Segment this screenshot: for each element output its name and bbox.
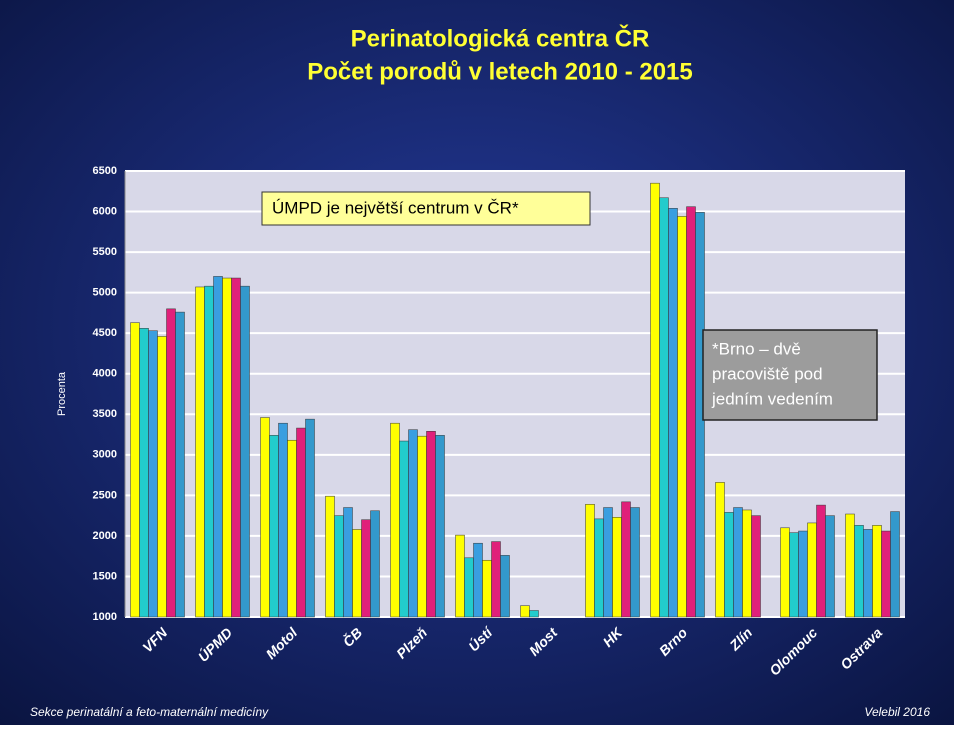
bar	[269, 435, 279, 618]
y-tick-label: 3000	[93, 449, 117, 461]
bar	[585, 504, 595, 618]
y-tick-label: 2500	[93, 489, 117, 501]
y-tick-label: 1500	[93, 570, 117, 582]
y-tick-label: 1000	[93, 611, 117, 623]
bar	[352, 529, 362, 618]
y-tick-label: 5500	[93, 246, 117, 258]
bar	[715, 482, 725, 618]
bar	[845, 513, 855, 618]
bar	[408, 429, 418, 618]
bar	[260, 417, 270, 618]
y-tick-label: 3500	[93, 408, 117, 420]
annotation-box	[702, 329, 878, 421]
bar	[455, 534, 465, 618]
bar	[325, 495, 335, 618]
bar	[175, 311, 185, 618]
bar	[780, 527, 790, 618]
chart-title: Perinatologická centra ČR	[351, 24, 650, 52]
y-tick-label: 6500	[93, 165, 117, 177]
bar	[343, 507, 353, 618]
annotation: *Brno – dvě	[712, 339, 801, 358]
y-tick-label: 5000	[93, 287, 117, 299]
bar	[390, 422, 400, 618]
bar	[520, 605, 530, 618]
bar	[334, 515, 344, 618]
y-tick-label: 4000	[93, 368, 117, 380]
y-tick-label: 4500	[93, 327, 117, 339]
bar	[751, 515, 761, 618]
bar	[603, 507, 613, 618]
bar	[296, 427, 306, 618]
bar	[659, 197, 669, 618]
bar	[807, 522, 817, 618]
bar	[204, 285, 214, 618]
bar	[287, 439, 297, 618]
y-tick-label: 6000	[93, 205, 117, 217]
bar	[473, 542, 483, 618]
bar	[863, 529, 873, 618]
bar	[881, 530, 891, 618]
annotation: jedním vedením	[711, 389, 833, 408]
bar	[825, 515, 835, 618]
bar	[148, 330, 158, 618]
bar	[789, 532, 799, 618]
bar	[686, 206, 696, 618]
y-axis-label: Procenta	[56, 371, 68, 416]
bar	[195, 286, 205, 618]
annotation-box	[261, 191, 591, 226]
annotation: pracoviště pod	[712, 364, 823, 383]
chart-title: Počet porodů v letech 2010 - 2015	[307, 58, 693, 85]
bar	[240, 285, 250, 618]
bar	[482, 559, 492, 618]
bar	[361, 519, 371, 618]
bar	[890, 511, 900, 618]
bar	[370, 510, 380, 618]
bar	[130, 322, 140, 618]
bar	[816, 504, 826, 618]
bar	[529, 610, 539, 618]
bar	[872, 525, 882, 618]
bar	[166, 308, 176, 618]
bar	[668, 208, 678, 618]
footer: Velebil 2016	[864, 705, 930, 719]
bar	[677, 216, 687, 618]
bar	[426, 431, 436, 618]
bar	[157, 336, 167, 618]
bar	[594, 518, 604, 618]
bar	[278, 422, 288, 618]
bar	[435, 435, 445, 618]
bar	[139, 328, 149, 618]
bar	[742, 509, 752, 618]
bar	[854, 525, 864, 618]
bar	[650, 182, 660, 618]
bar	[417, 435, 427, 618]
bar	[724, 512, 734, 618]
bar	[630, 507, 640, 618]
bar	[464, 557, 474, 618]
bar	[231, 277, 241, 618]
bar	[798, 530, 808, 618]
bar	[222, 277, 232, 618]
footer: Sekce perinatální a feto-maternální medi…	[30, 705, 269, 719]
annotation: ÚMPD je největší centrum v ČR*	[272, 198, 519, 217]
y-tick-label: 2000	[93, 530, 117, 542]
bar	[612, 517, 622, 618]
bar	[491, 541, 501, 618]
bar	[305, 418, 315, 618]
bar	[399, 440, 409, 618]
bar	[621, 501, 631, 618]
bar	[733, 507, 743, 618]
bar	[213, 276, 223, 618]
bar	[500, 555, 510, 618]
